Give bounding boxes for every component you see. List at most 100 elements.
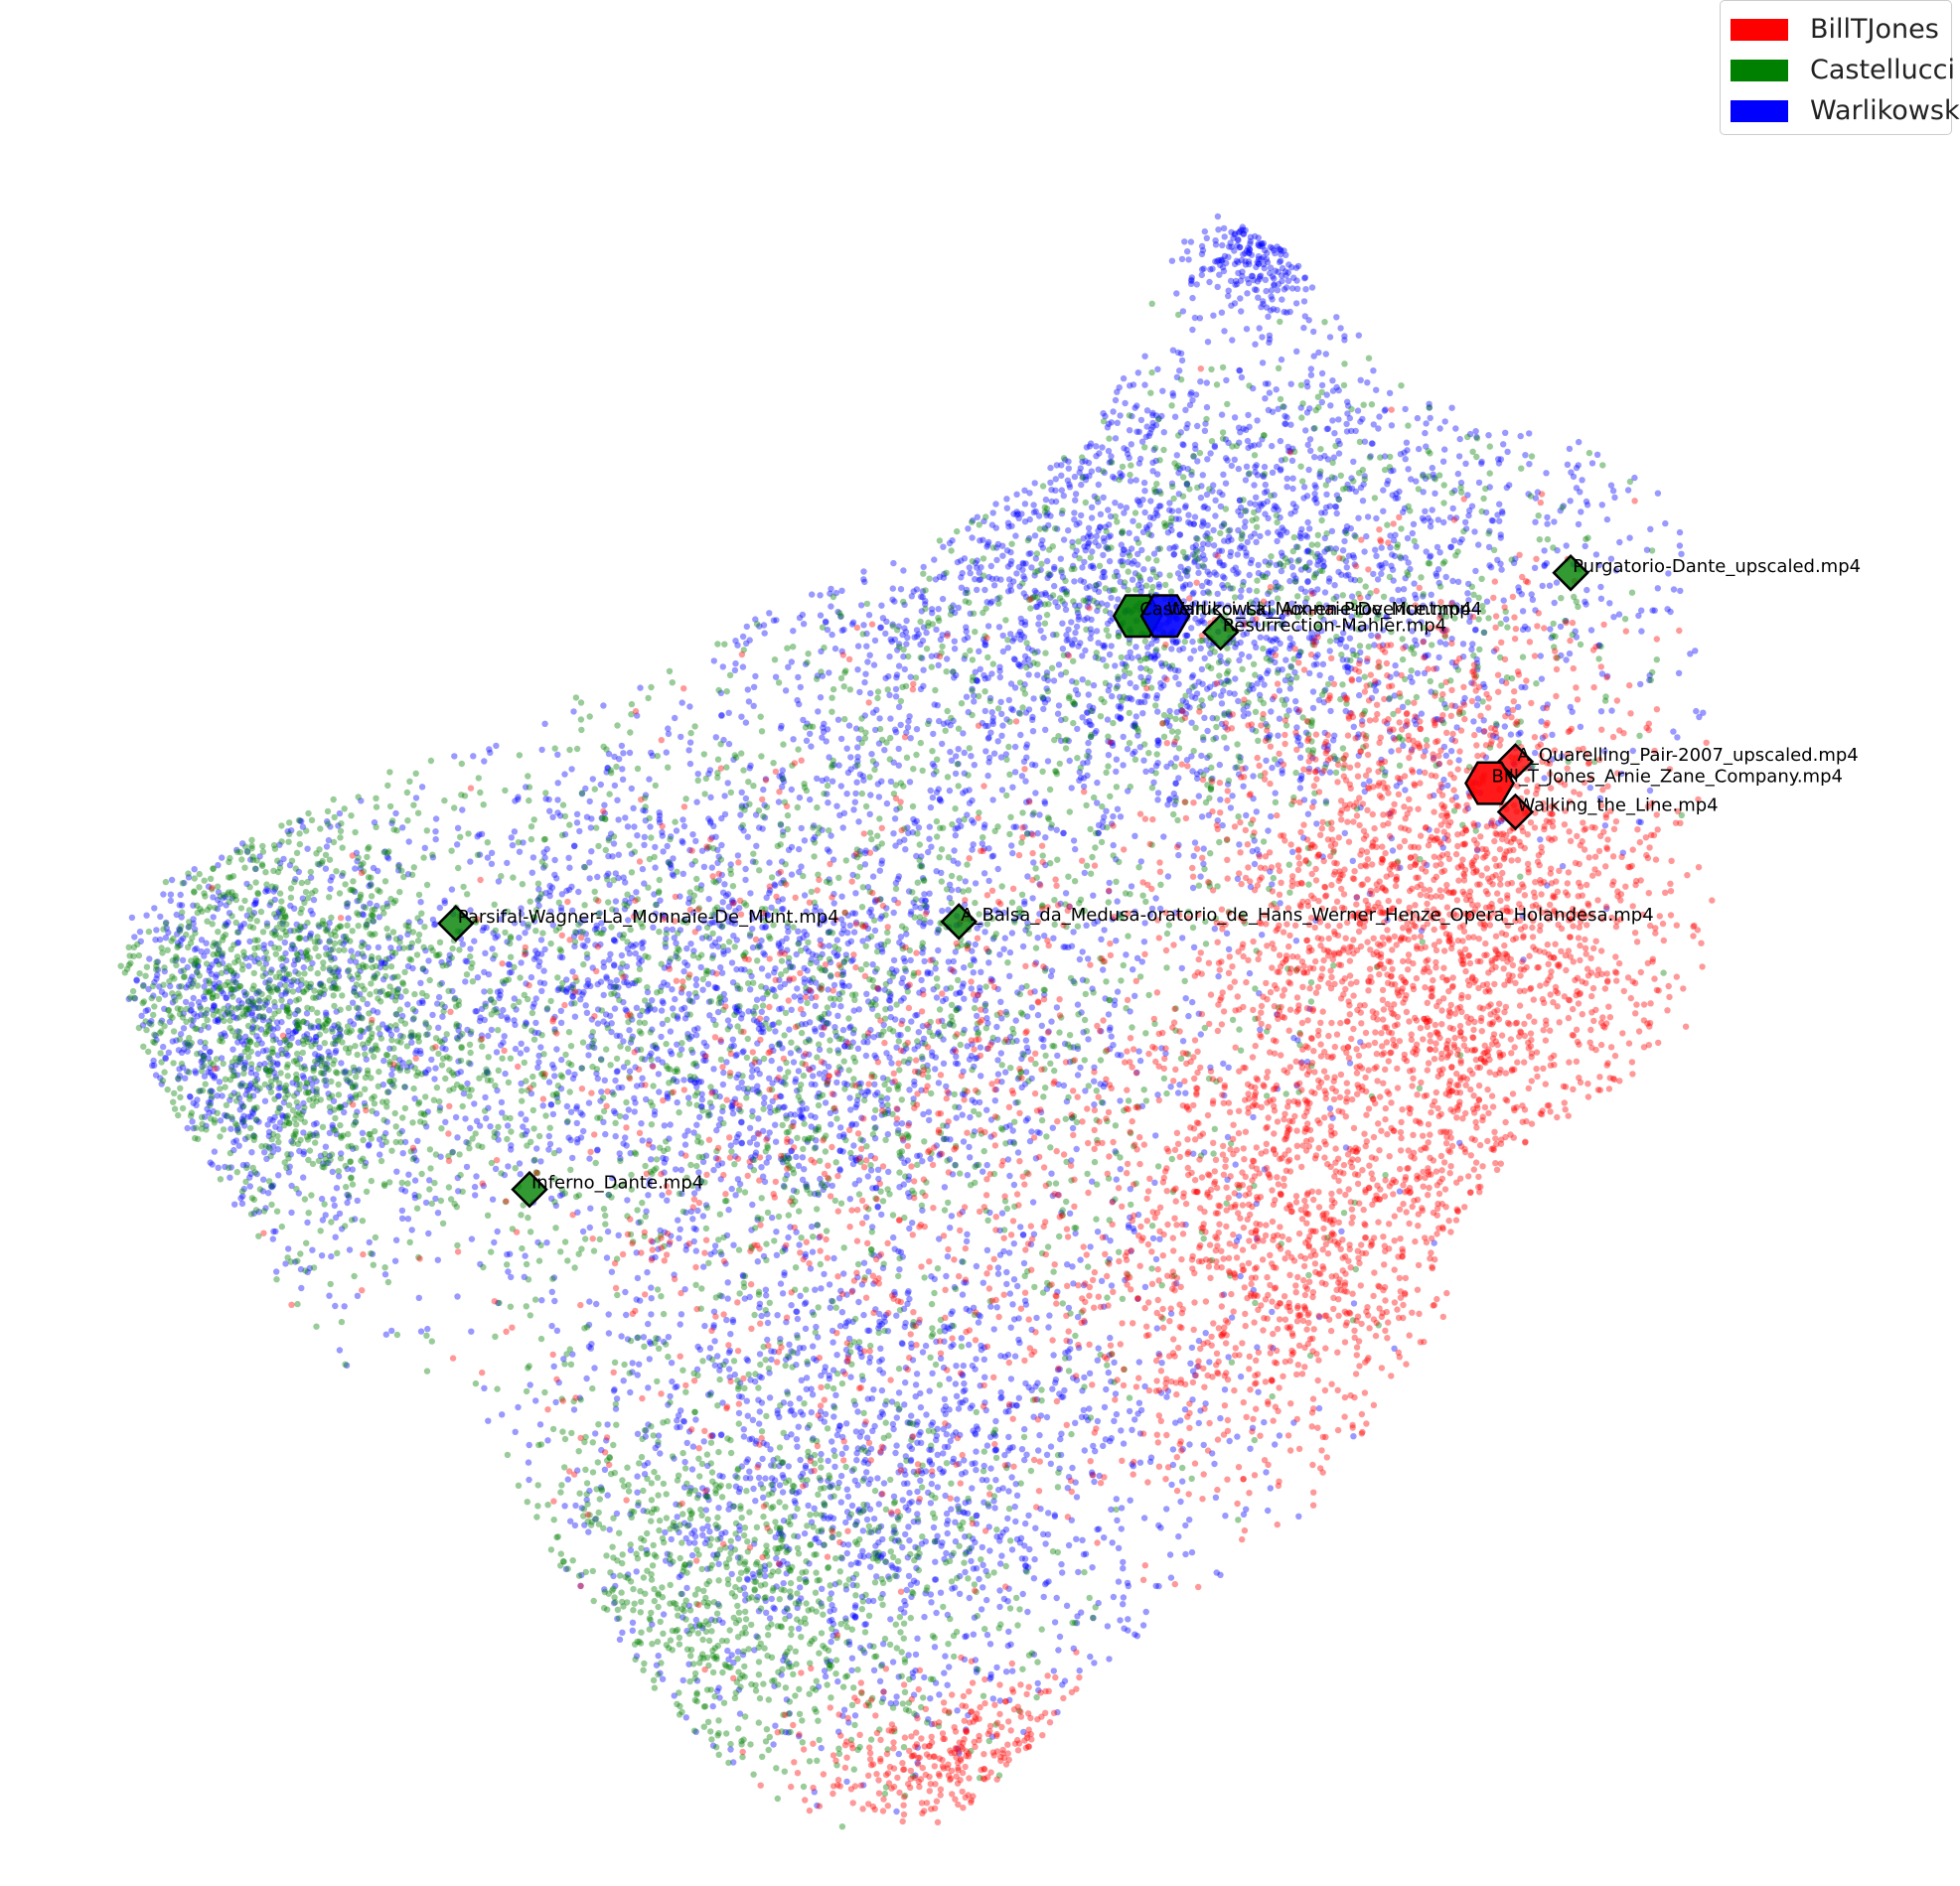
scatter-point-warlikowski: [892, 729, 900, 736]
scatter-point-warlikowski: [549, 1110, 557, 1118]
scatter-point-warlikowski: [1023, 754, 1030, 761]
scatter-point-warlikowski: [1564, 461, 1572, 468]
scatter-point-warlikowski: [961, 555, 969, 562]
scatter-point-warlikowski: [547, 1101, 554, 1108]
scatter-point-warlikowski: [1166, 545, 1173, 552]
scatter-point-warlikowski: [798, 824, 805, 832]
scatter-point-warlikowski: [577, 996, 584, 1003]
scatter-point-warlikowski: [612, 1132, 619, 1140]
scatter-point-warlikowski: [1202, 637, 1210, 644]
scatter-point-warlikowski: [248, 1149, 255, 1156]
scatter-point-warlikowski: [1155, 583, 1163, 591]
scatter-point-warlikowski: [1179, 645, 1187, 653]
scatter-point-warlikowski: [1312, 570, 1320, 577]
scatter-point-warlikowski: [689, 1216, 696, 1223]
scatter-point-warlikowski: [570, 842, 578, 850]
scatter-point-warlikowski: [1088, 504, 1096, 510]
scatter-point-warlikowski: [900, 567, 907, 574]
scatter-point-warlikowski: [1373, 514, 1380, 522]
scatter-point-warlikowski: [871, 1081, 878, 1088]
scatter-point-warlikowski: [1106, 879, 1113, 887]
scatter-point-warlikowski: [605, 1330, 613, 1337]
scatter-point-warlikowski: [918, 976, 925, 984]
scatter-point-warlikowski: [1216, 489, 1223, 496]
scatter-point-warlikowski: [1166, 796, 1173, 802]
scatter-point-warlikowski: [909, 1220, 916, 1227]
scatter-point-warlikowski: [894, 876, 902, 883]
scatter-point-warlikowski: [1522, 452, 1529, 459]
scatter-point-warlikowski: [692, 975, 700, 983]
scatter-point-warlikowski: [1146, 912, 1154, 919]
scatter-point-warlikowski: [1094, 1229, 1102, 1235]
scatter-point-warlikowski: [755, 1115, 762, 1122]
scatter-point-warlikowski: [1226, 689, 1233, 697]
scatter-point-warlikowski: [1042, 726, 1049, 733]
scatter-point-warlikowski: [850, 806, 857, 813]
scatter-point-warlikowski: [1314, 652, 1321, 658]
scatter-point-warlikowski: [1084, 772, 1091, 779]
scatter-point-warlikowski: [837, 1003, 844, 1010]
scatter-point-warlikowski: [1204, 339, 1212, 346]
scatter-point-warlikowski: [1219, 491, 1226, 499]
scatter-point-warlikowski: [404, 1001, 411, 1008]
scatter-point-warlikowski: [1028, 1004, 1036, 1011]
scatter-point-warlikowski: [1349, 857, 1357, 864]
scatter-point-warlikowski: [1246, 587, 1253, 594]
scatter-point-warlikowski: [838, 930, 845, 938]
scatter-point-warlikowski: [1101, 927, 1108, 934]
scatter-point-warlikowski: [895, 703, 903, 710]
scatter-point-warlikowski: [1469, 641, 1476, 648]
scatter-point-warlikowski: [1075, 643, 1082, 650]
scatter-point-warlikowski: [485, 1032, 492, 1040]
scatter-point-warlikowski: [826, 848, 832, 855]
scatter-point-warlikowski: [1396, 597, 1403, 605]
scatter-point-warlikowski: [925, 848, 932, 856]
scatter-point-warlikowski: [1189, 326, 1196, 334]
scatter-point-warlikowski: [708, 864, 715, 871]
scatter-point-warlikowski: [897, 934, 905, 941]
scatter-point-warlikowski: [984, 674, 991, 681]
scatter-point-warlikowski: [1154, 737, 1162, 744]
scatter-point-warlikowski: [994, 865, 1001, 873]
scatter-point-warlikowski: [1427, 414, 1433, 422]
scatter-point-warlikowski: [840, 626, 847, 634]
scatter-point-warlikowski: [1198, 813, 1206, 820]
scatter-point-warlikowski: [1374, 576, 1382, 583]
scatter-point-warlikowski: [686, 703, 693, 710]
scatter-point-warlikowski: [779, 896, 786, 903]
scatter-point-warlikowski: [718, 711, 725, 719]
scatter-point-warlikowski: [1320, 563, 1327, 570]
scatter-point-warlikowski: [620, 1140, 627, 1147]
scatter-point-warlikowski: [1269, 764, 1276, 772]
scatter-point-warlikowski: [773, 1251, 781, 1259]
scatter-point-warlikowski: [915, 1029, 922, 1036]
scatter-point-warlikowski: [1292, 938, 1300, 944]
scatter-point-warlikowski: [1012, 823, 1020, 830]
scatter-point-warlikowski: [1333, 509, 1340, 517]
scatter-point-warlikowski: [1190, 648, 1198, 654]
scatter-point-warlikowski: [1216, 761, 1224, 769]
scatter-point-warlikowski: [473, 1008, 481, 1015]
scatter-point-warlikowski: [309, 1246, 316, 1253]
scatter-point-warlikowski: [970, 819, 978, 826]
scatter-point-warlikowski: [804, 967, 811, 974]
scatter-point-warlikowski: [738, 713, 745, 720]
scatter-point-warlikowski: [1141, 488, 1148, 495]
scatter-point-warlikowski: [710, 1166, 717, 1174]
scatter-point-warlikowski: [1350, 458, 1357, 465]
scatter-point-warlikowski: [1288, 457, 1296, 464]
scatter-point-warlikowski: [511, 828, 519, 835]
scatter-point-warlikowski: [1269, 442, 1276, 450]
scatter-point-warlikowski: [425, 1230, 432, 1237]
scatter-point-warlikowski: [1020, 1259, 1028, 1267]
scatter-point-warlikowski: [477, 1014, 484, 1021]
scatter-point-warlikowski: [508, 834, 515, 841]
scatter-point-warlikowski: [1087, 563, 1095, 570]
scatter-point-warlikowski: [1083, 444, 1091, 451]
scatter-point-warlikowski: [1055, 702, 1063, 709]
scatter-point-warlikowski: [1174, 570, 1182, 577]
scatter-point-warlikowski: [1130, 381, 1137, 388]
scatter-point-warlikowski: [538, 746, 545, 754]
scatter-point-warlikowski: [969, 534, 976, 541]
scatter-point-warlikowski: [1185, 1012, 1192, 1020]
